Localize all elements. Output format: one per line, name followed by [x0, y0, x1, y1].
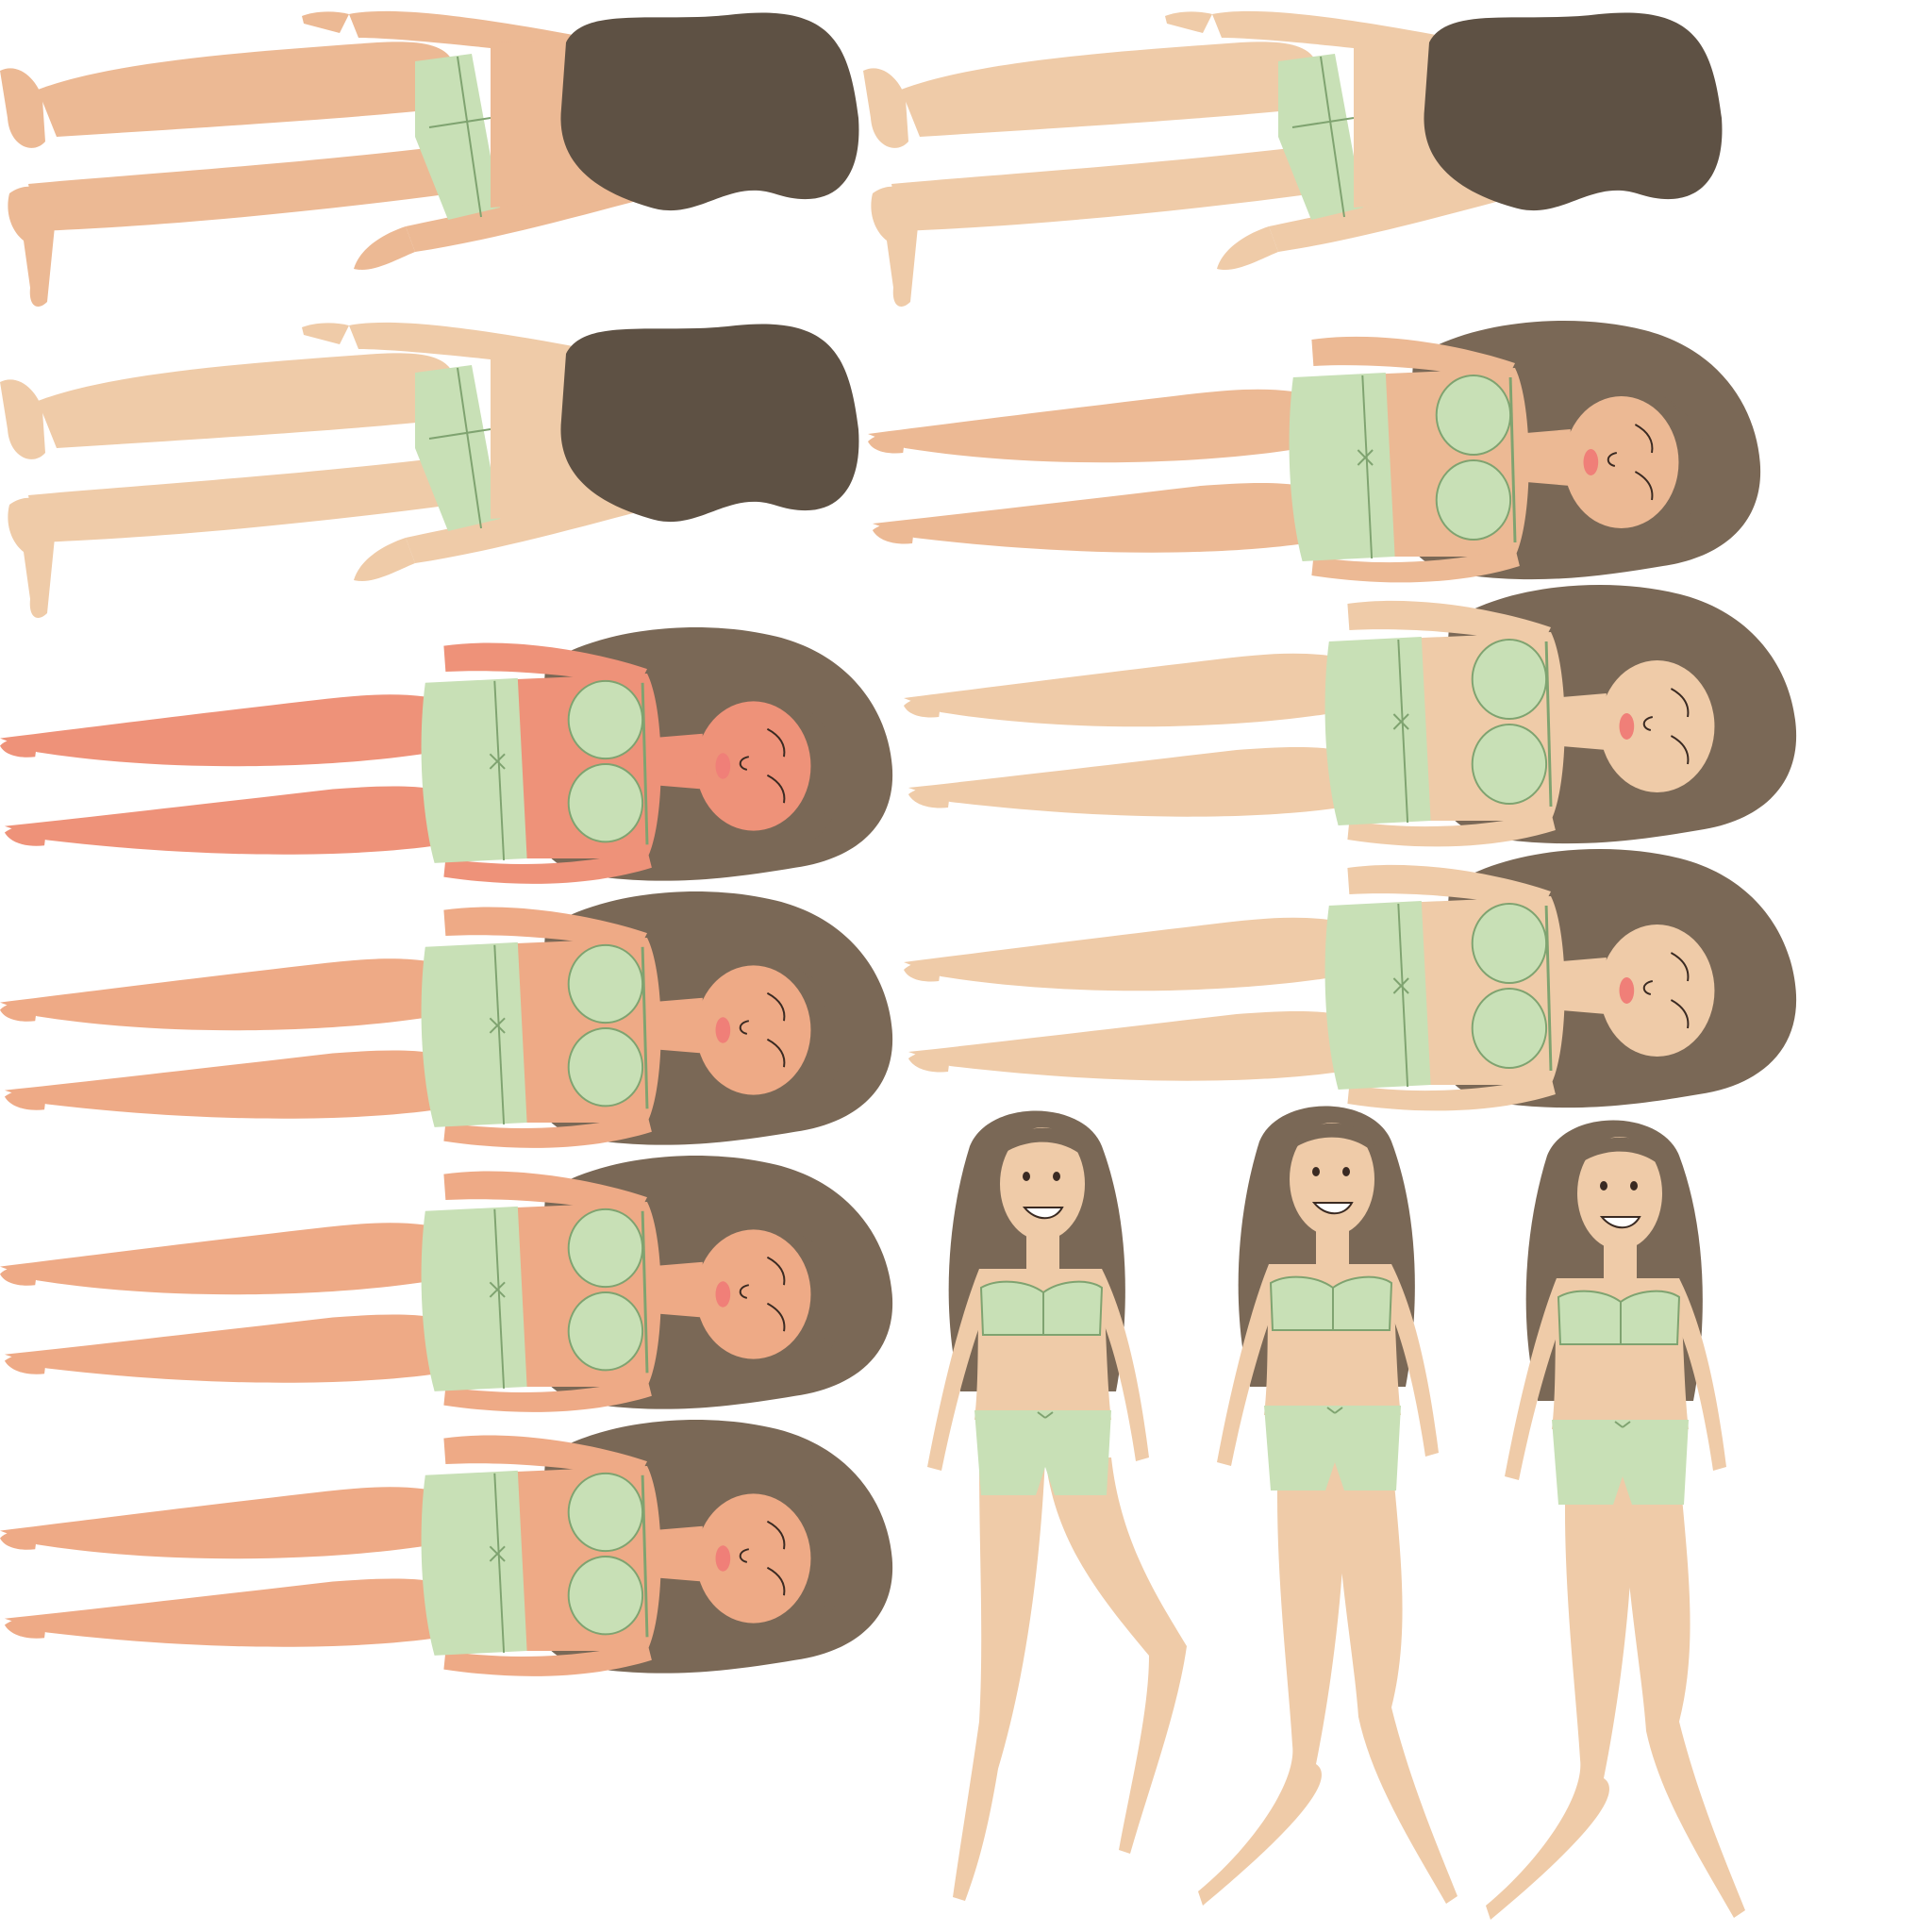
sprite-lying-back-view-light — [0, 322, 859, 618]
sprite-lying-front-view-peach — [0, 1420, 893, 1676]
sprite-lying-front-view-peach — [0, 1156, 893, 1412]
sprite-standing-front-view-light — [927, 1110, 1187, 1901]
sprite-lying-front-view-red — [0, 627, 893, 884]
sprite-walking-front-view-light — [1198, 1106, 1457, 1906]
sprite-lying-front-view-peach — [0, 891, 893, 1148]
sprite-lying-front-view-light — [904, 585, 1797, 847]
sprite-lying-front-view-tan — [868, 321, 1761, 583]
sprite-lying-front-view-light — [904, 849, 1797, 1111]
sprite-lying-back-view-light — [863, 10, 1723, 307]
sprite-walking-front-view-light — [1486, 1120, 1745, 1920]
sprite-lying-back-view-tan — [0, 10, 859, 307]
